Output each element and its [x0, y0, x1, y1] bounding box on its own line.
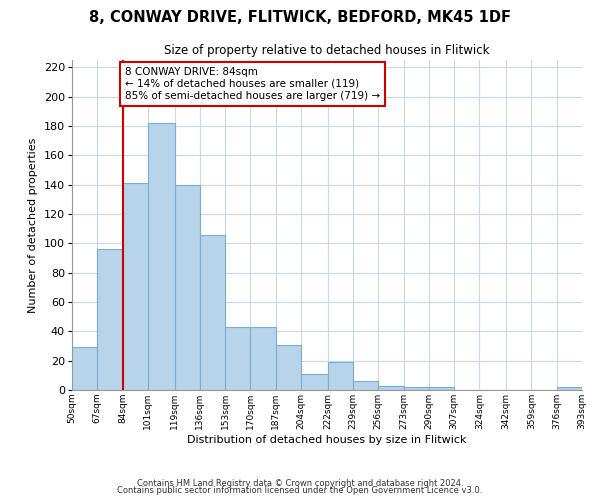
Y-axis label: Number of detached properties: Number of detached properties: [28, 138, 38, 312]
Bar: [429, 387, 454, 390]
Bar: [148, 123, 175, 390]
Bar: [97, 249, 122, 390]
Bar: [175, 184, 200, 390]
Text: Contains HM Land Registry data © Crown copyright and database right 2024.: Contains HM Land Registry data © Crown c…: [137, 478, 463, 488]
X-axis label: Distribution of detached houses by size in Flitwick: Distribution of detached houses by size …: [187, 434, 467, 444]
Bar: [225, 327, 250, 390]
Bar: [250, 327, 276, 390]
Bar: [378, 386, 404, 390]
Title: Size of property relative to detached houses in Flitwick: Size of property relative to detached ho…: [164, 44, 490, 58]
Text: 8 CONWAY DRIVE: 84sqm
← 14% of detached houses are smaller (119)
85% of semi-det: 8 CONWAY DRIVE: 84sqm ← 14% of detached …: [125, 68, 380, 100]
Bar: [353, 381, 378, 390]
Bar: [122, 183, 148, 390]
Bar: [276, 344, 301, 390]
Bar: [557, 387, 582, 390]
Bar: [72, 348, 97, 390]
Bar: [328, 362, 353, 390]
Text: Contains public sector information licensed under the Open Government Licence v3: Contains public sector information licen…: [118, 486, 482, 495]
Bar: [200, 234, 225, 390]
Bar: [301, 374, 328, 390]
Bar: [404, 387, 429, 390]
Text: 8, CONWAY DRIVE, FLITWICK, BEDFORD, MK45 1DF: 8, CONWAY DRIVE, FLITWICK, BEDFORD, MK45…: [89, 10, 511, 25]
